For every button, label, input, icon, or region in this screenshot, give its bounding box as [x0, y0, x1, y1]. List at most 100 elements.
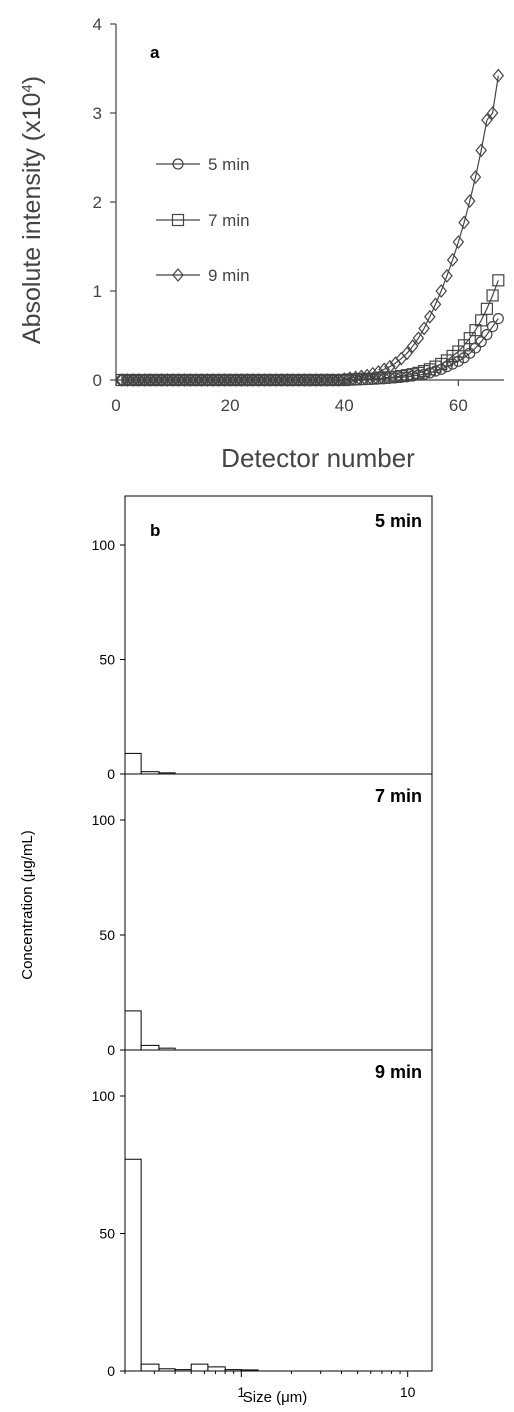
panel-a-data-point [264, 373, 276, 387]
panel-b-bar [124, 1158, 142, 1372]
panel-a-data-point [344, 371, 356, 386]
panel-a-data-point [138, 373, 151, 387]
panel-a-legend-marker [172, 158, 184, 170]
panel-a-data-point [241, 373, 254, 387]
panel-b-subpanels: 0 50 100 5 min 0 50 100 7 min 0 50 100 9 min [92, 511, 422, 1379]
panel-b-subpanel: 0 50 100 9 min [92, 1062, 422, 1379]
panel-a-data-point [144, 373, 157, 387]
panel-a-data-point [321, 373, 333, 387]
panel-a-data-point [121, 373, 134, 387]
panel-b-y-tick-label: 0 [107, 1042, 115, 1058]
panel-a-data-point [458, 215, 470, 230]
panel-a-data-point [235, 373, 248, 387]
panel-b-bar [140, 771, 160, 775]
panel-a-legend-label: 9 min [208, 266, 250, 285]
panel-a-data-point [492, 68, 505, 83]
panel-a-data-point [412, 331, 425, 346]
panel-a-data-point [212, 373, 225, 387]
panel-a-data-point [155, 373, 168, 387]
panel-a-data-point [230, 373, 242, 387]
panel-a-x-tick-label: 60 [449, 396, 468, 415]
panel-a-data-point [418, 321, 430, 336]
panel-a-y-tick-label: 1 [93, 282, 102, 301]
panel-a-data-point [115, 373, 128, 387]
panel-a-data-point [486, 289, 499, 302]
panel-b-bar [224, 1369, 242, 1372]
panel-a-legend-marker [172, 268, 184, 282]
panel-a-y-tick-label: 3 [93, 104, 102, 123]
panel-a-data-point [469, 170, 482, 185]
panel-b-bar [174, 1369, 192, 1372]
panel-a-data-point [275, 373, 288, 387]
panel-a-series-line [121, 318, 499, 381]
panel-a-legend-entry: 5 min [156, 155, 250, 174]
panel-b-y-tick-label: 0 [107, 766, 115, 782]
panel-a-series-layer [115, 68, 505, 387]
panel-a-legend-entry: 7 min [156, 211, 250, 230]
panel-b-bar [158, 772, 176, 775]
panel-a-series-diamond [115, 68, 505, 387]
panel-b-bar [158, 1368, 176, 1372]
panel-a-data-point [441, 268, 453, 283]
panel-b-bar [158, 1047, 176, 1051]
panel-a-data-point [481, 329, 493, 341]
panel-a-y-axis-label-superscript: 4 [19, 84, 36, 92]
panel-a-data-point [332, 373, 345, 387]
panel-a-data-point [327, 373, 339, 387]
panel-b-y-tick-label: 50 [99, 927, 115, 943]
panel-a-data-point [172, 373, 185, 387]
panel-a-data-point [372, 365, 385, 379]
panel-a-data-point [258, 373, 271, 387]
panel-a-y-axis-label-main: Absolute intensity (x10 [18, 93, 46, 345]
panel-a-data-point [481, 113, 493, 128]
panel-b-x-ticks: 1 10 [124, 1371, 416, 1400]
panel-a-data-point [401, 346, 413, 361]
panel-a-data-point [281, 373, 293, 387]
panel-a-data-point [492, 312, 504, 325]
panel-a-data-point [150, 373, 162, 387]
panel-a-y-tick-label: 0 [93, 371, 102, 390]
panel-a-data-point [190, 373, 202, 387]
panel-a-data-point [218, 373, 231, 387]
panel-b-subpanel-label: 7 min [375, 786, 422, 806]
panel-a-data-point [315, 373, 328, 387]
panel-a-data-point [178, 373, 191, 387]
panel-a-y-tick-label: 2 [93, 193, 102, 212]
panel-b-bar [207, 1366, 226, 1372]
panel-a-data-point [446, 252, 459, 267]
panel-a-y-axis-label-close: ) [18, 76, 46, 84]
panel-b-label: b [150, 521, 160, 540]
panel-a-data-point [463, 194, 476, 209]
panel-a-x-axis-label: Detector number [221, 443, 415, 473]
panel-a-x-tick-label: 0 [111, 396, 120, 415]
panel-a-data-point [287, 373, 299, 387]
panel-a-series-line [121, 75, 499, 381]
panel-a-data-point [361, 368, 373, 383]
panel-a-y-axis-label: Absolute intensity (x104) [18, 76, 46, 344]
panel-a-data-point [167, 373, 179, 387]
panel-a-y-tick-label: 4 [93, 15, 102, 34]
panel-a-legend-label: 7 min [208, 211, 250, 230]
panel-b-y-tick-label: 100 [92, 812, 116, 828]
panel-a-data-point [298, 373, 311, 387]
panel-a-data-point [127, 373, 139, 387]
panel-b-x-axis-label: Size (μm) [243, 1389, 307, 1406]
panel-b-x-tick-label: 1 [237, 1384, 245, 1400]
panel-b-y-axis-label: Concentration (μg/mL) [19, 830, 36, 980]
panel-b-subpanel: 0 50 100 7 min [92, 786, 422, 1058]
panel-b-y-tick-label: 50 [99, 1226, 115, 1242]
panel-a-data-point [429, 297, 442, 312]
panel-a-data-point [349, 370, 362, 385]
panel-b-frame [124, 495, 433, 1372]
panel-a-axes [115, 24, 504, 381]
panel-a-data-point [252, 373, 265, 387]
panel-b-subpanel: 0 50 100 5 min [92, 511, 422, 782]
panel-a-data-point [133, 373, 145, 387]
panel-a-legend-entry: 9 min [156, 266, 250, 285]
panel-a-data-point [247, 373, 259, 387]
panel-a-data-point [207, 373, 219, 387]
panel-a-legend-label: 5 min [208, 155, 250, 174]
